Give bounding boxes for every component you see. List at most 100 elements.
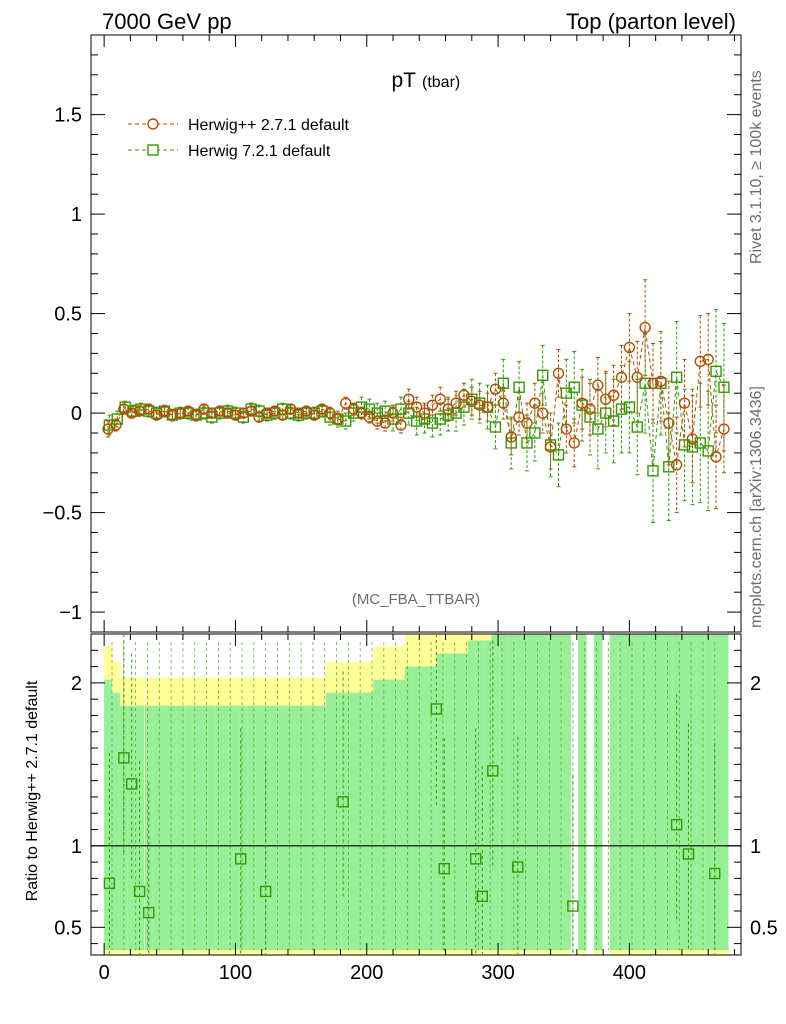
data-point [387, 407, 399, 419]
data-point [434, 393, 446, 405]
data-point [253, 405, 265, 417]
band-inner [207, 705, 217, 951]
band-inner [326, 692, 335, 951]
ratio-y-tick-label-right: 0.5 [750, 917, 778, 939]
ratio-point [682, 848, 695, 860]
x-tick-label: 300 [481, 962, 514, 984]
band-inner [341, 692, 351, 951]
band-inner [499, 634, 508, 951]
data-point [418, 407, 431, 419]
ratio-point [143, 906, 155, 919]
legend-label: Herwig 7.2.1 default [188, 143, 331, 160]
data-point [489, 421, 502, 433]
band-inner [239, 705, 248, 951]
data-point [347, 407, 360, 419]
rivet-label: Rivet 3.1.10, ≥ 100k events [748, 70, 765, 264]
ratio-point [126, 778, 138, 790]
band-inner [617, 634, 627, 951]
legend: Herwig++ 2.7.1 default Herwig 7.2.1 defau… [128, 117, 350, 160]
data-point [663, 417, 675, 429]
band-inner [412, 666, 422, 951]
data-point [213, 405, 226, 417]
band-inner [263, 705, 272, 951]
x-tick-label: 200 [350, 962, 383, 984]
data-point [623, 401, 636, 413]
data-point [576, 397, 588, 409]
header-left: 7000 GeV pp [102, 9, 232, 34]
band-inner [593, 634, 603, 951]
data-point [442, 403, 454, 415]
legend-label: Herwig++ 2.7.1 default [188, 117, 350, 134]
data-point [135, 403, 147, 415]
ratio-point [234, 853, 247, 865]
data-point [340, 415, 352, 427]
band-inner [112, 692, 121, 951]
data-point [505, 431, 517, 443]
band-inner [656, 634, 666, 951]
data-point [332, 413, 344, 425]
data-point [292, 407, 305, 419]
ratio-plot-panel: 0 100 200 300 400 0.5 0.5 1 1 2 2 [54, 35, 778, 984]
ratio-point [133, 885, 146, 898]
band-inner [160, 705, 170, 951]
data-point [143, 403, 155, 415]
data-point [592, 379, 604, 391]
band-inner [349, 692, 359, 951]
data-point [537, 407, 549, 419]
band-inner [459, 653, 469, 951]
y-tick-label: 0.5 [54, 304, 82, 326]
x-tick-label: 100 [219, 962, 252, 984]
x-axis: 0 100 200 300 400 [99, 35, 735, 984]
band-inner [294, 705, 304, 951]
y-tick-label: 1 [71, 204, 82, 226]
ratio-point [512, 861, 524, 873]
data-point [686, 433, 699, 445]
data-point [552, 449, 565, 461]
band-inner [578, 634, 587, 951]
data-point [119, 401, 131, 413]
band-inner [649, 634, 658, 951]
data-point [497, 397, 510, 409]
band-inner [530, 634, 540, 951]
data-point [631, 421, 643, 433]
data-point [710, 365, 722, 378]
ratio-y-tick-label-right: 1 [750, 836, 761, 858]
band-inner [223, 705, 233, 951]
data-point [110, 419, 122, 431]
band-inner [452, 653, 461, 951]
data-point [631, 371, 643, 383]
mcplots-label: mcplots.cern.ch [arXiv:1306.3436] [748, 386, 765, 628]
band-inner [704, 634, 713, 951]
data-point [521, 417, 533, 429]
series-line [109, 369, 725, 471]
x-tick-label: 0 [99, 962, 110, 984]
data-point [710, 451, 722, 463]
data-point [237, 407, 250, 419]
data-point [126, 407, 138, 419]
band-inner [712, 634, 721, 951]
data-point [639, 321, 651, 334]
y-tick-label: −0.5 [43, 503, 82, 525]
band-inner [609, 634, 619, 951]
ratio-point [438, 862, 450, 875]
ratio-point [476, 890, 489, 903]
band-inner [404, 666, 414, 951]
data-point [529, 427, 541, 439]
legend-marker [147, 144, 159, 156]
y-tick-label: 0 [71, 403, 82, 425]
band-inner [104, 679, 113, 951]
band-inner [333, 692, 343, 951]
data-point [395, 419, 407, 431]
band-inner [562, 634, 571, 951]
ratio-point [337, 796, 349, 808]
ratio-y-tick-label: 1 [71, 836, 82, 858]
ratio-y-tick-label: 0.5 [54, 917, 82, 939]
legend-marker [147, 118, 159, 130]
data-point [410, 401, 423, 413]
data-point [670, 371, 683, 383]
main-plot-panel: −1 −0.5 0 0.5 1 1.5 [43, 34, 742, 633]
band-inner [436, 653, 445, 951]
data-point [458, 389, 470, 401]
chart-title: pT [391, 69, 416, 92]
band-inner [215, 705, 225, 951]
